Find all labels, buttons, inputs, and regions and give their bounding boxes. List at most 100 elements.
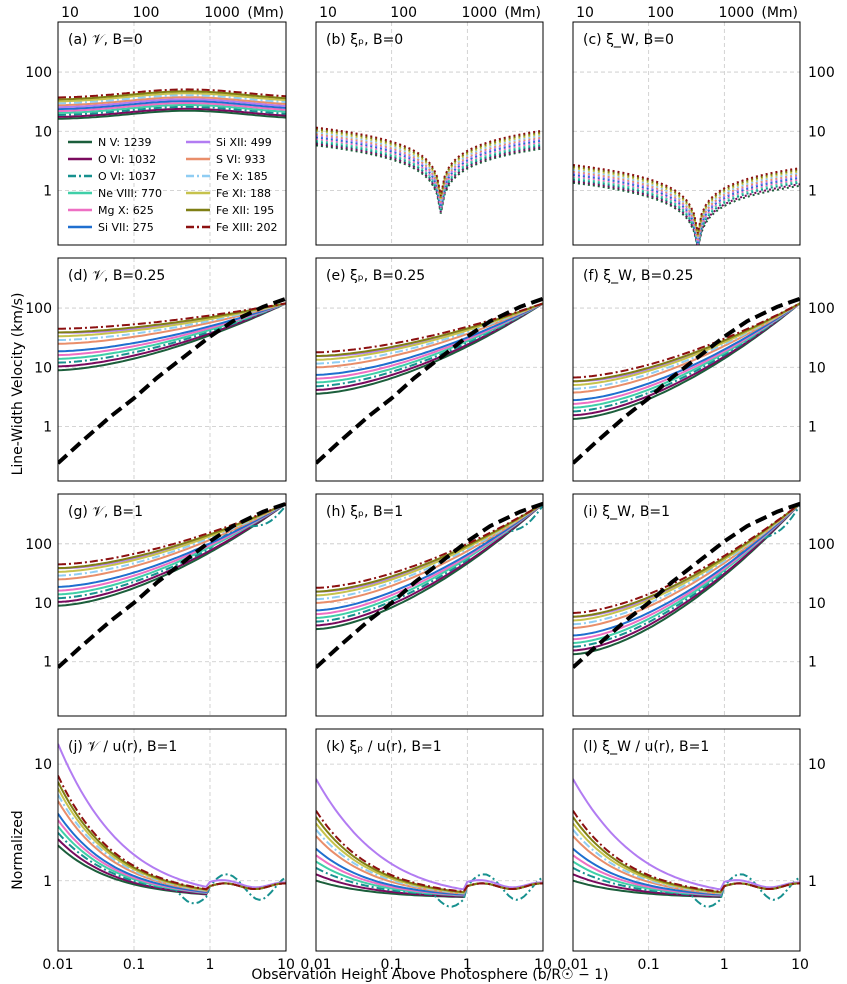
series-line bbox=[573, 173, 800, 244]
y-tick-label: 100 bbox=[25, 301, 52, 317]
top-tick-label: 1000 bbox=[461, 5, 497, 21]
series-line bbox=[316, 302, 543, 388]
series-line bbox=[316, 829, 543, 895]
series-line bbox=[316, 302, 543, 391]
series-group bbox=[58, 501, 286, 669]
legend-label: Si XII: 499 bbox=[216, 136, 272, 149]
series-line bbox=[573, 170, 800, 240]
top-tick-label: 10 bbox=[319, 5, 337, 21]
series-group bbox=[58, 88, 286, 120]
series-line bbox=[573, 829, 800, 895]
panel-frame bbox=[572, 21, 801, 246]
panel-k: 0.01 0.1 1 10 (k) ξₚ / u(r), B=1 bbox=[300, 728, 552, 973]
y-tick-label: 10 bbox=[34, 596, 52, 612]
legend-label: S VI: 933 bbox=[216, 153, 265, 166]
top-tick-label: 10 bbox=[61, 5, 79, 21]
panel-frame bbox=[572, 257, 801, 482]
series-line bbox=[316, 128, 543, 198]
x-tick-label: 10 bbox=[791, 957, 809, 973]
series-line bbox=[58, 94, 286, 105]
series-line bbox=[573, 502, 800, 637]
y-tick-label: 10 bbox=[34, 360, 52, 376]
reference-curve bbox=[58, 296, 286, 465]
series-group bbox=[573, 501, 800, 669]
series-line bbox=[316, 502, 543, 627]
series-line bbox=[573, 164, 800, 234]
series-line bbox=[316, 502, 543, 631]
series-line bbox=[58, 743, 286, 889]
y-tick-label: 1 bbox=[808, 183, 817, 199]
panel-frame bbox=[57, 21, 287, 246]
series-line bbox=[573, 172, 800, 242]
y-tick-label: 1 bbox=[43, 874, 52, 890]
panel-frame bbox=[57, 257, 287, 482]
series-line bbox=[316, 141, 543, 211]
top-axis-unit: (Mm) bbox=[504, 5, 541, 21]
legend-label: N V: 1239 bbox=[98, 136, 152, 149]
y-tick-label: 10 bbox=[808, 596, 826, 612]
series-line bbox=[316, 126, 543, 197]
series-group bbox=[316, 501, 543, 669]
series-line bbox=[573, 168, 800, 239]
series-line bbox=[58, 96, 286, 107]
panel-title: (f) ξ_W, B=0.25 bbox=[583, 268, 693, 284]
x-tick-label: 10 bbox=[534, 957, 552, 973]
panel-b: 10 100 1000 (Mm) (b) ξₚ, B=0 bbox=[315, 5, 544, 246]
series-line bbox=[58, 302, 286, 334]
series-group bbox=[58, 296, 286, 465]
y-tick-label: 1 bbox=[808, 655, 817, 671]
y-tick-label: 1 bbox=[808, 419, 817, 435]
series-line bbox=[316, 131, 543, 201]
y-tick-label: 1 bbox=[43, 183, 52, 199]
panel-title: (e) ξₚ, B=0.25 bbox=[326, 268, 425, 284]
series-line bbox=[316, 502, 543, 589]
panel-l: 0.01 0.1 1 10 1 10 (l) ξ_W / u(r), B=1 bbox=[557, 728, 826, 973]
legend-label: Fe XIII: 202 bbox=[216, 221, 277, 234]
series-line bbox=[573, 502, 800, 629]
legend-label: Fe XI: 188 bbox=[216, 187, 271, 200]
panel-g: 1 10 100 (g) 𝒱, B=1 bbox=[25, 493, 287, 717]
x-tick-label: 1 bbox=[463, 957, 472, 973]
y-tick-label: 100 bbox=[25, 537, 52, 553]
series-group bbox=[316, 126, 543, 214]
legend-label: Ne VIII: 770 bbox=[98, 187, 162, 200]
series-line bbox=[316, 302, 543, 357]
legend-label: O VI: 1032 bbox=[98, 153, 156, 166]
top-tick-label: 1000 bbox=[204, 5, 240, 21]
panel-c: 10 100 1000 (Mm) 1 10 100 (c) ξ_W, B=0 bbox=[572, 5, 835, 246]
panel-f: 1 10 100 (f) ξ_W, B=0.25 bbox=[572, 257, 835, 482]
series-line bbox=[573, 302, 800, 394]
panel-frame bbox=[315, 21, 544, 246]
panel-title: (b) ξₚ, B=0 bbox=[326, 32, 403, 48]
series-line bbox=[58, 92, 286, 103]
series-line bbox=[58, 102, 286, 113]
panel-title: (i) ξ_W, B=1 bbox=[583, 504, 670, 520]
series-line bbox=[58, 781, 286, 891]
series-line bbox=[316, 144, 543, 214]
series-line bbox=[58, 504, 286, 600]
legend-label: O VI: 1037 bbox=[98, 170, 156, 183]
top-tick-label: 100 bbox=[133, 5, 160, 21]
x-tick-label: 0.1 bbox=[123, 957, 145, 973]
reference-curve bbox=[316, 296, 543, 465]
y-axis-label-normalized: Normalized bbox=[10, 810, 26, 889]
panel-title: (h) ξₚ, B=1 bbox=[326, 504, 403, 520]
panel-h: (h) ξₚ, B=1 bbox=[315, 493, 544, 717]
panel-frame bbox=[315, 257, 544, 482]
y-tick-label: 10 bbox=[808, 124, 826, 140]
series-group bbox=[58, 743, 286, 905]
series-line bbox=[573, 502, 800, 614]
series-line bbox=[573, 810, 800, 893]
y-tick-label: 100 bbox=[808, 65, 835, 81]
x-tick-label: 0.1 bbox=[638, 957, 660, 973]
panel-title: (l) ξ_W / u(r), B=1 bbox=[583, 739, 709, 755]
y-axis-label-velocity: Line-Width Velocity (km/s) bbox=[10, 293, 26, 476]
legend-label: Mg X: 625 bbox=[98, 204, 154, 217]
series-line bbox=[316, 142, 543, 213]
series-line bbox=[573, 302, 800, 390]
series-line bbox=[58, 103, 286, 114]
panel-j: 0.01 0.1 1 10 1 10 (j) 𝒱 / u(r), B=1 bbox=[34, 728, 295, 973]
top-tick-label: 10 bbox=[576, 5, 594, 21]
reference-curve bbox=[573, 501, 800, 669]
top-tick-label: 100 bbox=[390, 5, 417, 21]
